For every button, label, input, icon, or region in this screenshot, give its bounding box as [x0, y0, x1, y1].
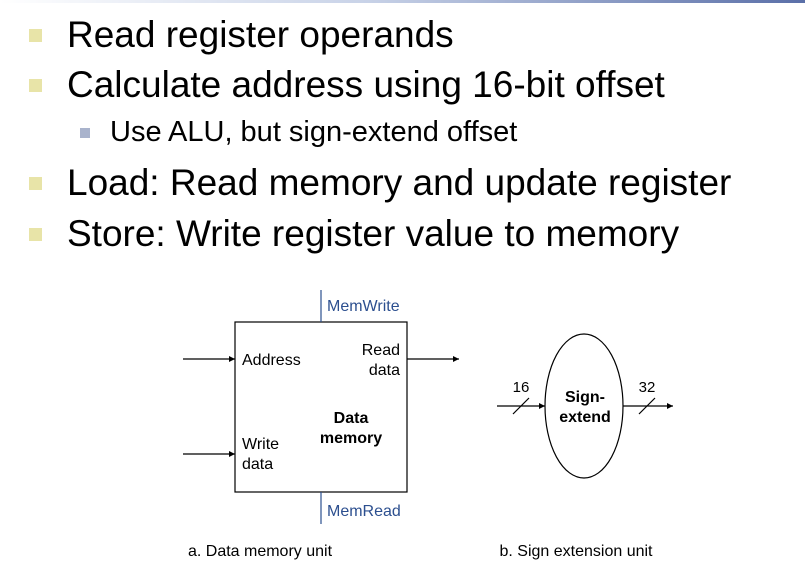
sign-extend-ellipse	[544, 333, 624, 479]
bullet-text: Read register operands	[67, 14, 454, 55]
bullet-item: Store: Write register value to memory	[29, 213, 679, 255]
memwrite-label: MemWrite	[327, 298, 400, 315]
input-bus-width-label: 16	[513, 379, 530, 396]
sign-extend-label-line1: Sign-	[565, 389, 605, 406]
address-port-label: Address	[242, 352, 301, 369]
bullet-square-icon	[29, 176, 42, 190]
bullet-item: Read register operands	[29, 14, 454, 56]
bullet-item: Load: Read memory and update register	[29, 162, 731, 204]
sub-bullet-item: Use ALU, but sign-extend offset	[80, 116, 517, 149]
bullet-text: Store: Write register value to memory	[67, 213, 680, 254]
input-bus-width-slash	[512, 397, 530, 415]
bullet-item: Calculate address using 16-bit offset	[29, 64, 665, 106]
data-memory-unit: MemWrite MemRead Address Read data Write…	[183, 290, 459, 560]
memread-label: MemRead	[327, 503, 401, 520]
write-data-port-label-line2: data	[242, 456, 273, 473]
bullet-square-icon	[29, 28, 42, 42]
sub-bullet-text: Use ALU, but sign-extend offset	[110, 116, 518, 148]
sign-extend-unit: 16 32 Sign- extend b. Sign extension uni…	[497, 333, 673, 560]
bullet-text: Calculate address using 16-bit offset	[67, 64, 665, 105]
sub-bullet-square-icon	[80, 127, 90, 138]
sign-extend-label-line2: extend	[559, 409, 611, 426]
bullet-text: Load: Read memory and update register	[67, 162, 732, 203]
read-data-port-label-line2: data	[369, 362, 400, 379]
write-data-port-label-line1: Write	[242, 436, 279, 453]
output-bus-width-label: 32	[639, 379, 656, 396]
data-memory-title-line1: Data	[334, 410, 369, 427]
sign-extend-caption: b. Sign extension unit	[500, 543, 654, 560]
title-accent-bar	[0, 0, 805, 3]
output-bus-width-slash	[638, 397, 656, 415]
read-data-port-label-line1: Read	[362, 342, 400, 359]
data-memory-caption: a. Data memory unit	[188, 543, 333, 560]
bullet-square-icon	[29, 227, 42, 241]
bullet-square-icon	[29, 78, 42, 92]
bullet-list: Read register operands Calculate address…	[0, 0, 805, 270]
data-memory-title-line2: memory	[320, 430, 382, 447]
